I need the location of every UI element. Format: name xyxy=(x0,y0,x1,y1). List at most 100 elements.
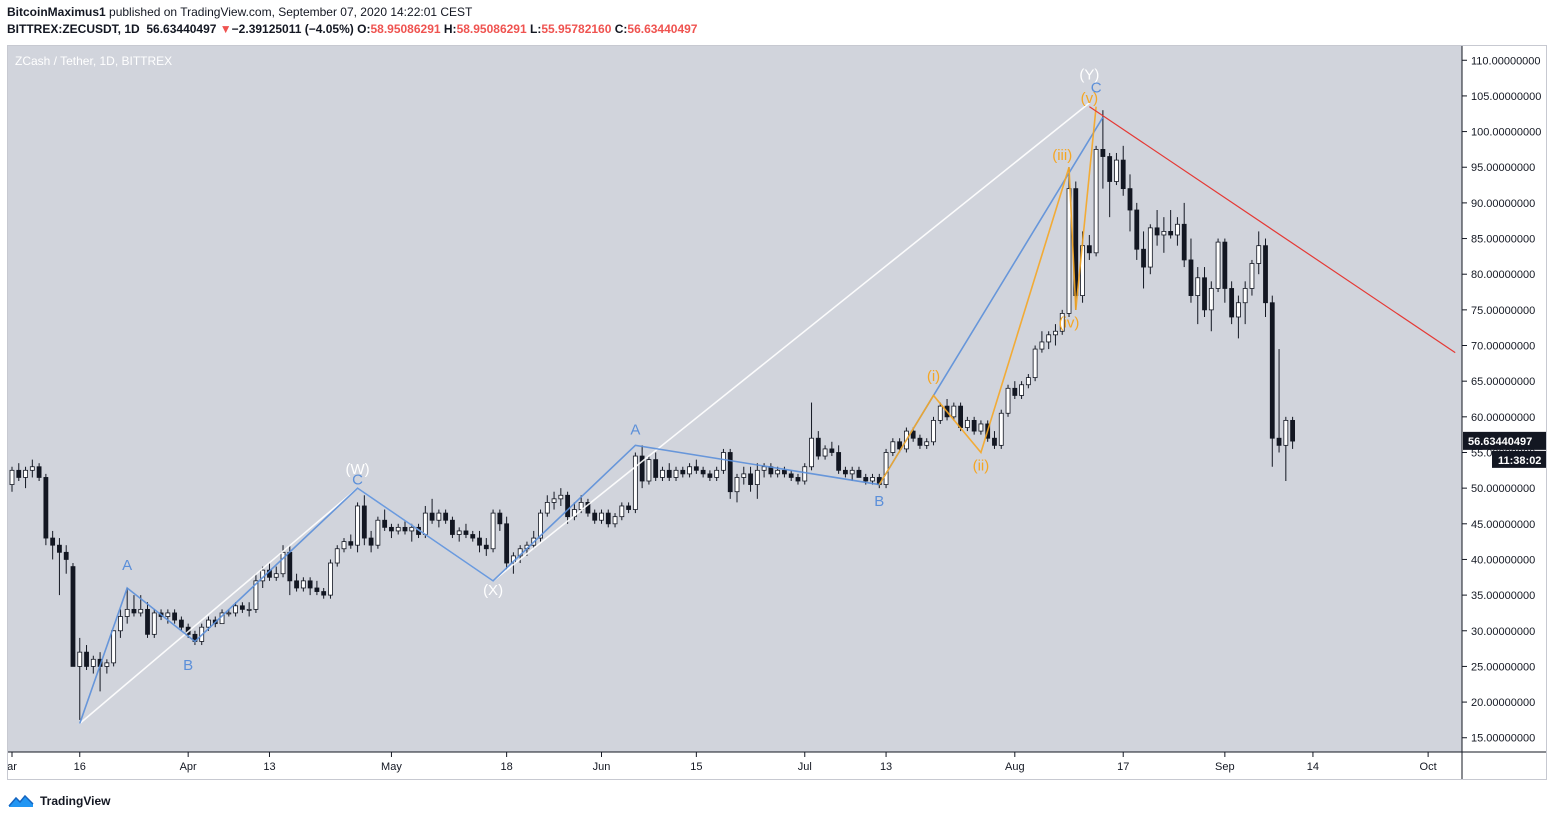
candle[interactable] xyxy=(36,463,42,482)
candle[interactable] xyxy=(1093,145,1099,257)
candle[interactable] xyxy=(145,602,150,638)
candle[interactable] xyxy=(714,466,720,482)
candle[interactable] xyxy=(693,459,699,474)
candle[interactable] xyxy=(1283,416,1289,482)
candle[interactable] xyxy=(1161,217,1167,253)
candle[interactable] xyxy=(90,655,96,674)
candle[interactable] xyxy=(1032,345,1038,382)
candle[interactable] xyxy=(605,509,611,528)
candle[interactable] xyxy=(856,466,862,478)
candle[interactable] xyxy=(497,509,503,531)
candle[interactable] xyxy=(1236,295,1241,339)
candle[interactable] xyxy=(29,459,35,478)
candle[interactable] xyxy=(822,445,828,460)
candle[interactable] xyxy=(660,466,665,482)
candle[interactable] xyxy=(355,502,360,553)
candle[interactable] xyxy=(951,402,957,421)
candle[interactable] xyxy=(470,530,476,542)
candle[interactable] xyxy=(971,416,977,435)
price-chart[interactable]: ZCash / Tether, 1D, BITTREX 110.000000001… xyxy=(8,46,1546,779)
candle[interactable] xyxy=(1222,238,1228,303)
candle[interactable] xyxy=(700,466,706,478)
candle[interactable] xyxy=(748,466,753,492)
candle[interactable] xyxy=(443,509,449,524)
candle[interactable] xyxy=(118,609,123,638)
candle[interactable] xyxy=(734,473,740,503)
candle[interactable] xyxy=(1134,202,1140,260)
candle[interactable] xyxy=(1147,224,1153,275)
candle[interactable] xyxy=(815,431,821,460)
candle[interactable] xyxy=(131,595,137,617)
candle[interactable] xyxy=(1039,331,1045,353)
candle[interactable] xyxy=(389,523,394,539)
candle[interactable] xyxy=(639,445,645,489)
candle[interactable] xyxy=(84,645,89,670)
candle[interactable] xyxy=(1175,217,1180,246)
plot-area[interactable] xyxy=(8,46,1462,752)
candle[interactable] xyxy=(836,445,842,474)
candle[interactable] xyxy=(992,431,997,449)
candle[interactable] xyxy=(1127,174,1133,232)
candle[interactable] xyxy=(1249,259,1255,296)
candle[interactable] xyxy=(727,448,733,499)
candle[interactable] xyxy=(375,516,381,549)
candle[interactable] xyxy=(111,630,117,667)
candle[interactable] xyxy=(707,470,713,482)
candle[interactable] xyxy=(1154,210,1160,246)
candle[interactable] xyxy=(924,438,930,449)
author-name[interactable]: BitcoinMaximus1 xyxy=(7,5,106,19)
candle[interactable] xyxy=(653,452,659,482)
candle[interactable] xyxy=(334,545,340,567)
candle[interactable] xyxy=(246,602,252,617)
candle[interactable] xyxy=(795,473,801,485)
candle[interactable] xyxy=(1046,331,1052,350)
candle[interactable] xyxy=(721,448,726,474)
tradingview-logo-icon[interactable] xyxy=(8,793,34,809)
candle[interactable] xyxy=(307,577,313,596)
candle[interactable] xyxy=(165,609,171,624)
candle[interactable] xyxy=(931,416,936,446)
candle[interactable] xyxy=(1229,281,1235,325)
candle[interactable] xyxy=(565,491,571,524)
candle[interactable] xyxy=(402,520,408,535)
candle[interactable] xyxy=(551,491,557,510)
candle[interactable] xyxy=(361,495,367,546)
candle[interactable] xyxy=(1215,238,1221,293)
candle[interactable] xyxy=(978,420,984,435)
candle[interactable] xyxy=(151,609,157,638)
candle[interactable] xyxy=(1025,374,1031,389)
candle[interactable] xyxy=(341,538,347,553)
candle[interactable] xyxy=(646,456,652,485)
candle[interactable] xyxy=(666,463,672,482)
candle[interactable] xyxy=(1053,324,1058,346)
candle[interactable] xyxy=(77,637,83,720)
candle[interactable] xyxy=(754,463,760,499)
elliott-wave-line-orange[interactable] xyxy=(878,106,1097,485)
candle[interactable] xyxy=(300,577,306,592)
candle[interactable] xyxy=(321,587,327,599)
candle[interactable] xyxy=(57,538,62,596)
candle[interactable] xyxy=(1242,281,1248,325)
candle[interactable] xyxy=(294,573,299,592)
candle[interactable] xyxy=(1168,210,1174,239)
candle[interactable] xyxy=(1263,238,1268,317)
candle[interactable] xyxy=(178,616,184,631)
candle[interactable] xyxy=(1141,231,1146,289)
candle[interactable] xyxy=(1107,152,1113,218)
candle[interactable] xyxy=(23,466,28,489)
candle[interactable] xyxy=(50,530,56,560)
candle[interactable] xyxy=(382,509,388,531)
candle[interactable] xyxy=(1181,202,1187,268)
candle[interactable] xyxy=(314,580,320,596)
candle[interactable] xyxy=(883,448,889,489)
elliott-wave-line-blue[interactable] xyxy=(79,116,1104,724)
candle[interactable] xyxy=(239,602,245,613)
candle[interactable] xyxy=(273,566,279,581)
candle[interactable] xyxy=(1012,381,1018,399)
candle[interactable] xyxy=(687,463,692,478)
candle[interactable] xyxy=(917,434,923,449)
candle[interactable] xyxy=(998,409,1004,449)
candle[interactable] xyxy=(592,509,598,524)
candle[interactable] xyxy=(680,466,686,478)
candle[interactable] xyxy=(1276,349,1282,453)
